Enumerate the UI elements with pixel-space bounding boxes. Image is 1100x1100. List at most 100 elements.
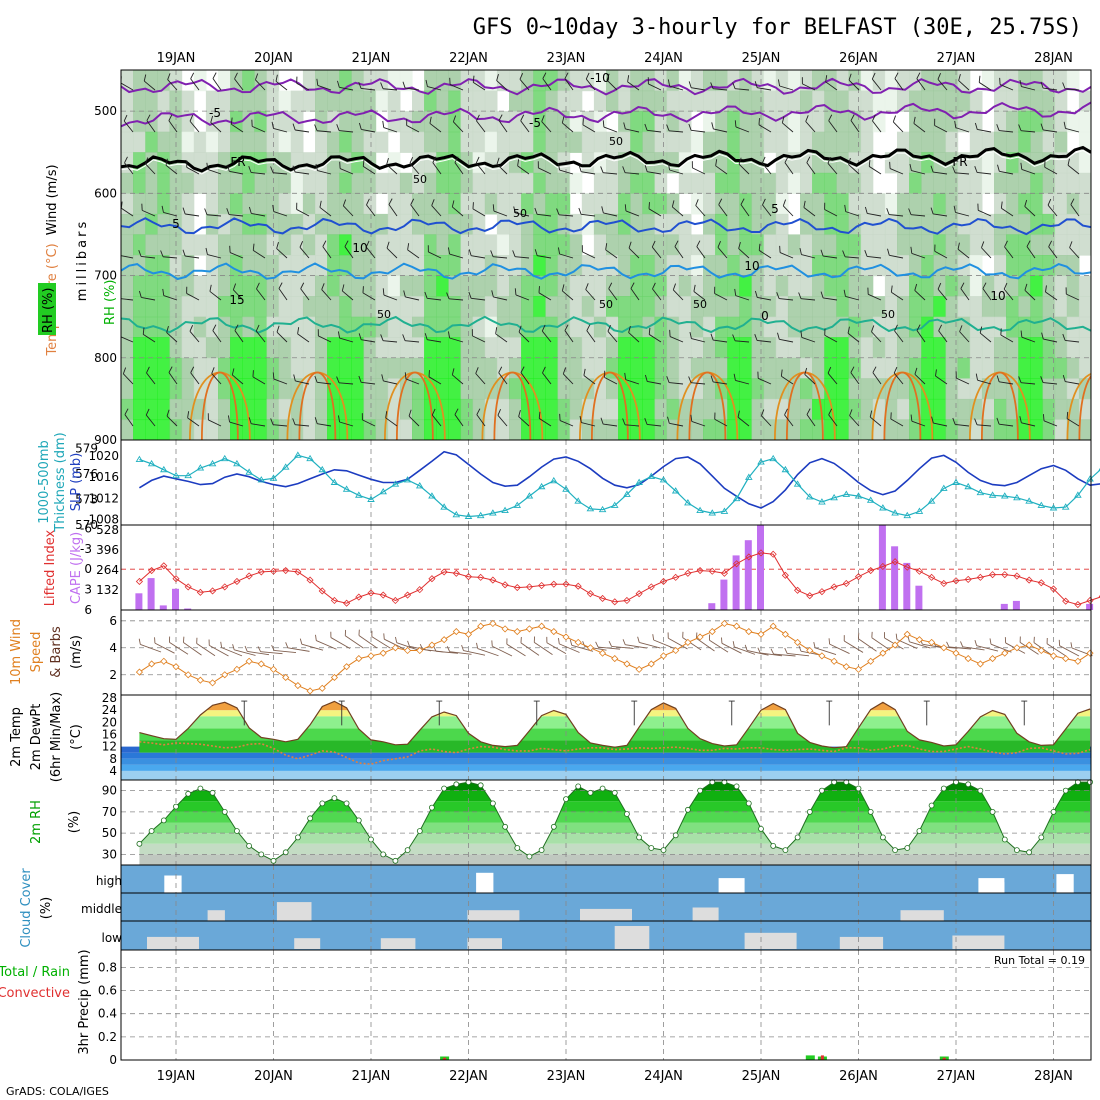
rh-cell xyxy=(618,357,631,379)
cape-bar xyxy=(878,525,886,610)
rh-point xyxy=(453,781,460,788)
wind-barb xyxy=(403,290,420,301)
thickness-point xyxy=(294,451,302,458)
li-point xyxy=(208,587,217,595)
rh-cell xyxy=(242,172,255,194)
wind-barb xyxy=(212,72,222,91)
rh-point xyxy=(221,809,228,815)
rh-cell xyxy=(933,296,947,318)
rh-cell xyxy=(1054,172,1068,194)
wind-barb xyxy=(322,240,332,259)
wind-barb xyxy=(541,324,552,343)
wind-barb xyxy=(1018,376,1036,385)
rh-cell xyxy=(230,131,243,153)
rh-cell xyxy=(897,213,910,236)
thickness-point xyxy=(1061,503,1070,510)
rh-cell xyxy=(412,378,425,400)
date-label-bottom: 24JAN xyxy=(644,1069,683,1084)
rh-cell xyxy=(254,172,268,194)
rh-cell xyxy=(969,255,983,277)
thickness-point xyxy=(598,505,607,513)
rh-cell xyxy=(884,316,898,338)
wind-barb xyxy=(733,373,750,385)
rh-cell xyxy=(630,213,643,236)
wind-barb xyxy=(386,157,398,175)
wind-barb xyxy=(999,77,1014,91)
rh-cell xyxy=(945,111,959,133)
rh-cell xyxy=(351,419,365,440)
temp-label-1: 2m Temp xyxy=(9,707,24,767)
rh-cell xyxy=(460,255,474,277)
rh-cell xyxy=(751,296,765,318)
rh-cell xyxy=(436,337,449,359)
wind-barb xyxy=(160,250,178,259)
rh-cell xyxy=(969,172,983,194)
date-label-bottom: 22JAN xyxy=(449,1069,488,1084)
rh-cell xyxy=(606,213,619,236)
wind-barb xyxy=(996,417,1014,427)
thickness-point xyxy=(489,509,497,516)
wind-speed-point xyxy=(282,673,290,682)
y-tick-label: 800 xyxy=(94,351,117,365)
rh-cell xyxy=(824,131,837,153)
rh-cell xyxy=(242,275,255,297)
rh-cell xyxy=(642,357,656,379)
warm-contour xyxy=(395,371,434,440)
wind-barb xyxy=(734,120,750,133)
wind-barb xyxy=(380,334,398,343)
rh-cell xyxy=(666,398,680,421)
wind-barb xyxy=(428,370,442,385)
rh-cell xyxy=(290,357,304,379)
rh-cell xyxy=(218,296,231,318)
rh-cell xyxy=(763,378,777,400)
rh-cell xyxy=(351,296,365,318)
rh-point xyxy=(745,800,752,807)
wind-barb-10m xyxy=(843,635,864,653)
rh-cell xyxy=(533,296,546,318)
rh-cell xyxy=(678,213,692,236)
rh-cell xyxy=(412,131,425,153)
li-point xyxy=(854,573,863,581)
wind-barb xyxy=(805,115,816,133)
rh-cell xyxy=(133,193,146,215)
rh-cell xyxy=(205,419,219,440)
rh-cell xyxy=(933,419,947,440)
rh-cell xyxy=(848,234,862,256)
rh-cell xyxy=(848,131,862,153)
rh-cell xyxy=(981,337,995,359)
wind-speed-point xyxy=(757,630,765,638)
rh-cell xyxy=(205,193,219,215)
wind-barb xyxy=(518,410,530,427)
rh-cell xyxy=(751,90,765,112)
cloud-block xyxy=(839,936,884,950)
y-tick-label: 0.4 xyxy=(98,1007,117,1021)
wind-barb xyxy=(954,120,970,133)
wind-barb xyxy=(1067,158,1080,175)
rh-cell xyxy=(969,234,983,256)
rh-contour-label: 50 xyxy=(693,298,707,311)
rh-cell xyxy=(666,337,680,359)
rh-cell xyxy=(739,131,753,153)
rh-cell xyxy=(933,398,947,421)
wind-barb xyxy=(248,417,266,427)
rh-cell xyxy=(593,90,607,112)
rh-cell xyxy=(509,234,522,256)
thickness-point xyxy=(842,490,851,497)
rh-cell xyxy=(448,357,462,379)
rh-cell xyxy=(327,255,340,277)
rh-cell xyxy=(181,275,195,297)
y-tick-label: 0 xyxy=(84,562,92,576)
wind-barb xyxy=(710,333,728,343)
rh-point xyxy=(940,785,947,792)
rh-cell xyxy=(581,131,595,153)
li-point xyxy=(1001,571,1009,579)
y-tick-label: 132 xyxy=(96,583,119,597)
rh-cell xyxy=(994,193,1007,215)
li-point xyxy=(964,575,972,583)
cape-bar xyxy=(903,562,911,610)
rh-cell xyxy=(157,378,171,400)
cloud-block xyxy=(614,926,650,949)
rh-cell xyxy=(412,398,425,421)
contour-label: 10 xyxy=(744,259,759,273)
rh-cell xyxy=(703,172,716,194)
